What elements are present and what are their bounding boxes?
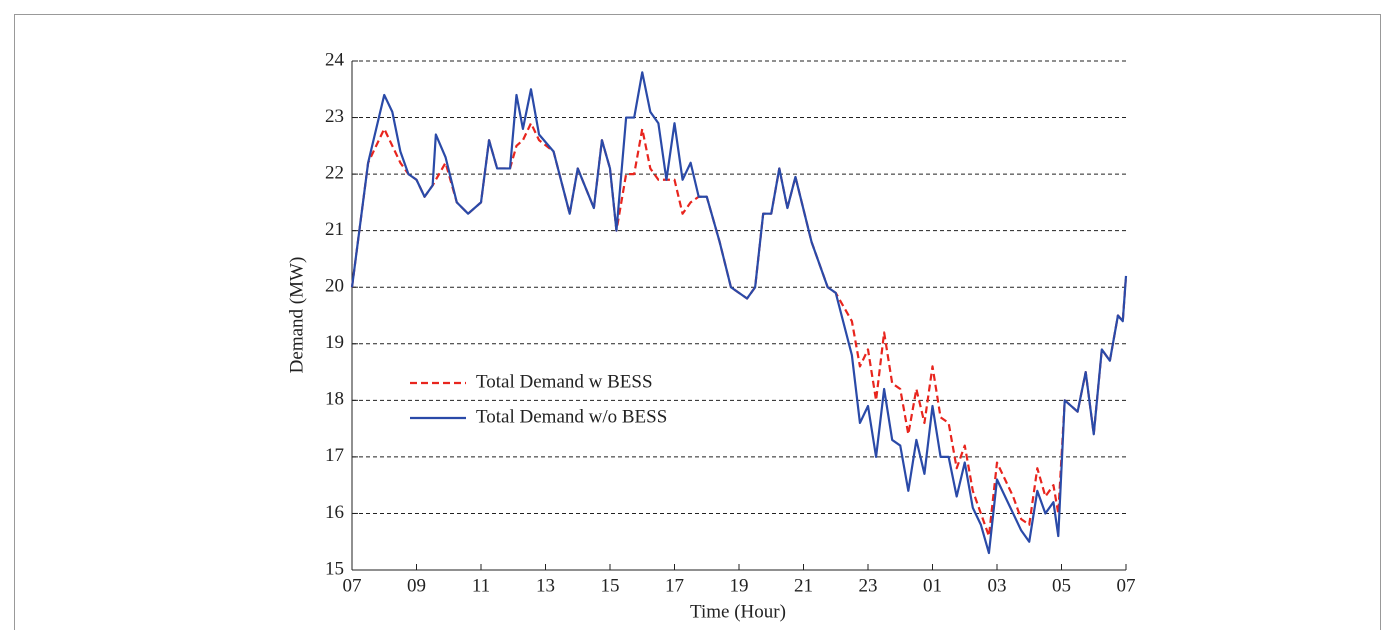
x-tick-label: 17 bbox=[665, 575, 684, 596]
y-tick-label: 19 bbox=[325, 332, 344, 353]
y-tick-label: 18 bbox=[325, 389, 344, 410]
x-tick-label: 21 bbox=[794, 575, 813, 596]
x-tick-label: 07 bbox=[1117, 575, 1136, 596]
series-line bbox=[350, 71, 1128, 555]
y-tick-label: 15 bbox=[325, 558, 344, 579]
x-tick-label: 05 bbox=[1052, 575, 1071, 596]
y-tick-label: 23 bbox=[325, 106, 344, 127]
x-tick-label: 09 bbox=[407, 575, 426, 596]
y-tick-label: 21 bbox=[325, 219, 344, 240]
y-tick-label: 22 bbox=[325, 162, 344, 183]
x-tick-label: 23 bbox=[859, 575, 878, 596]
y-tick-label: 20 bbox=[325, 276, 344, 297]
legend-label: Total Demand w BESS bbox=[476, 371, 653, 392]
x-axis-label: Time (Hour) bbox=[690, 601, 786, 622]
y-tick-label: 16 bbox=[325, 502, 344, 523]
y-axis-label: Demand (MW) bbox=[286, 257, 307, 374]
x-tick-label: 11 bbox=[472, 575, 490, 596]
x-tick-label: 07 bbox=[343, 575, 362, 596]
frame bbox=[14, 14, 1381, 630]
y-tick-label: 17 bbox=[325, 445, 344, 466]
x-tick-label: 01 bbox=[923, 575, 942, 596]
x-tick-label: 19 bbox=[730, 575, 749, 596]
legend-label: Total Demand w/o BESS bbox=[476, 406, 667, 427]
x-tick-label: 15 bbox=[601, 575, 620, 596]
x-tick-label: 13 bbox=[536, 575, 555, 596]
x-tick-label: 03 bbox=[988, 575, 1007, 596]
series-line bbox=[350, 122, 1128, 538]
y-tick-label: 24 bbox=[325, 49, 345, 70]
